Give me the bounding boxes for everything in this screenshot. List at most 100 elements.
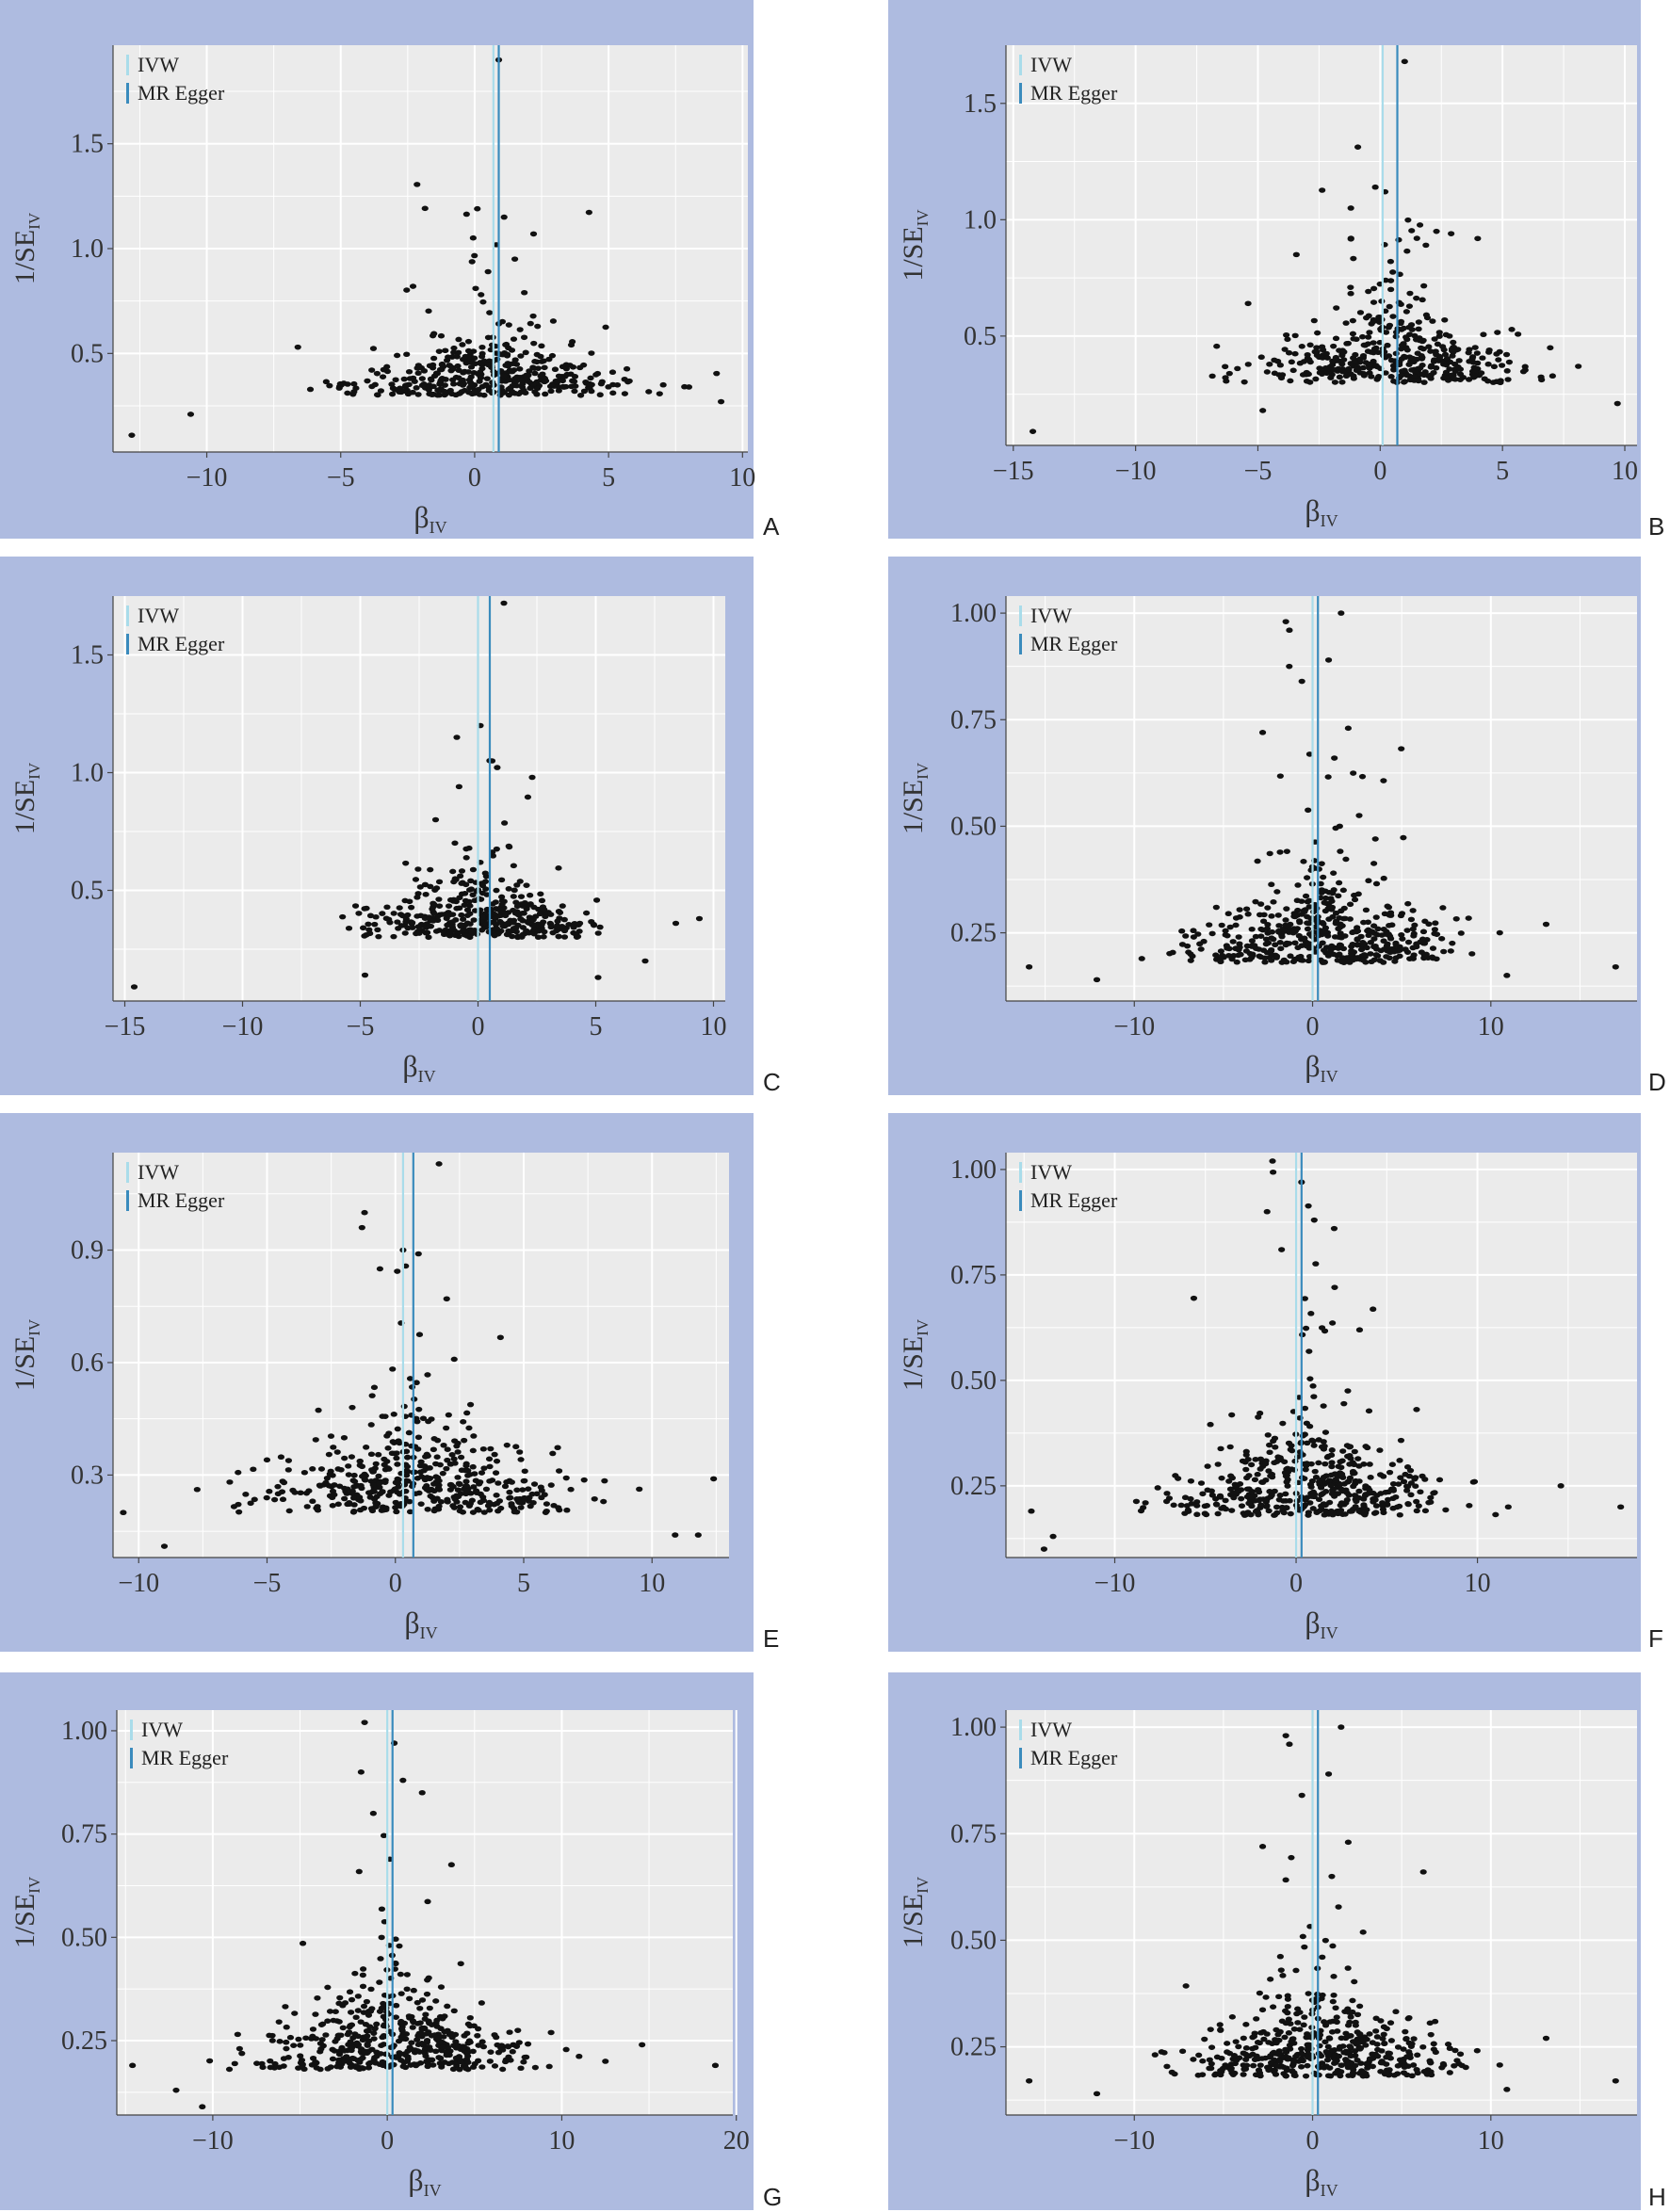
data-point <box>507 368 514 375</box>
data-point <box>1225 1478 1233 1484</box>
data-point <box>588 918 595 925</box>
data-point <box>1338 959 1346 965</box>
data-point <box>1151 2052 1159 2058</box>
data-point <box>1255 946 1263 952</box>
data-point <box>1283 1505 1290 1510</box>
data-point <box>1425 344 1433 349</box>
data-point <box>1284 1996 1291 2002</box>
data-point <box>1347 236 1354 242</box>
data-point <box>1324 1771 1333 1777</box>
data-point <box>563 1507 571 1513</box>
data-point <box>1329 1487 1337 1494</box>
data-point <box>130 984 138 990</box>
data-point <box>1330 1225 1338 1232</box>
data-point <box>448 1452 456 1458</box>
data-point <box>389 1439 397 1445</box>
data-point <box>1301 935 1308 942</box>
data-point <box>426 2020 433 2026</box>
data-point <box>573 931 580 938</box>
data-point <box>1335 934 1342 940</box>
data-point <box>460 1419 467 1425</box>
data-point <box>286 2034 295 2041</box>
data-point <box>1412 1483 1419 1490</box>
data-point <box>199 2104 206 2110</box>
data-point <box>467 374 475 380</box>
data-point <box>435 2055 443 2060</box>
legend-label: IVW <box>1030 1718 1072 1741</box>
data-point <box>357 2019 365 2025</box>
data-point <box>1377 2069 1385 2075</box>
data-point <box>408 904 415 911</box>
data-point <box>1248 1494 1256 1500</box>
data-point <box>1387 357 1396 363</box>
data-point <box>1294 2020 1302 2026</box>
data-point <box>295 2036 302 2042</box>
data-point <box>335 2019 343 2025</box>
data-point <box>405 1429 413 1436</box>
data-point <box>376 1979 383 1985</box>
data-point <box>465 845 473 851</box>
data-point <box>474 1507 481 1512</box>
data-point <box>540 934 547 940</box>
data-point <box>554 924 561 930</box>
x-tick-label: −5 <box>327 463 355 492</box>
data-point <box>418 2031 426 2037</box>
data-point <box>391 386 398 393</box>
legend-label: MR Egger <box>1030 1188 1118 1212</box>
data-point <box>339 2025 347 2031</box>
data-point <box>418 1474 426 1479</box>
data-point <box>435 1503 443 1510</box>
data-point <box>695 915 704 922</box>
data-point <box>1309 1489 1317 1495</box>
data-point <box>577 392 585 398</box>
data-point <box>1244 1510 1252 1515</box>
data-point <box>1228 2014 1236 2020</box>
data-point <box>1246 957 1254 962</box>
data-point <box>527 320 534 327</box>
data-point <box>472 285 479 292</box>
data-point <box>515 1499 523 1506</box>
data-point <box>329 2056 337 2062</box>
legend-label: IVW <box>141 1718 183 1741</box>
data-point <box>1291 956 1299 962</box>
data-point <box>294 344 301 350</box>
data-point <box>1390 948 1398 955</box>
data-point <box>349 1491 356 1496</box>
data-point <box>406 898 413 905</box>
data-point <box>530 340 538 347</box>
data-point <box>444 1446 451 1452</box>
data-point <box>1454 363 1462 370</box>
data-point <box>1271 2069 1278 2075</box>
data-point <box>1419 297 1426 303</box>
data-point <box>1338 2062 1345 2068</box>
data-point <box>1204 1463 1211 1469</box>
data-point <box>332 2039 339 2044</box>
data-point <box>1185 949 1192 955</box>
data-point <box>348 2045 355 2052</box>
data-point <box>469 1510 478 1515</box>
y-tick-label: 0.25 <box>61 2026 107 2056</box>
data-point <box>1415 1503 1422 1509</box>
data-point <box>253 2060 261 2066</box>
data-point <box>455 933 462 940</box>
data-point <box>1307 1311 1315 1316</box>
data-point <box>1282 619 1289 624</box>
data-point <box>1325 916 1333 922</box>
data-point <box>1224 2041 1231 2046</box>
data-point <box>431 887 439 893</box>
data-point <box>1468 951 1476 957</box>
data-point <box>1347 284 1354 290</box>
data-point <box>576 2053 583 2059</box>
data-point <box>491 1451 498 1458</box>
data-point <box>341 2059 349 2064</box>
data-point <box>1326 1499 1334 1506</box>
data-point <box>461 2033 468 2039</box>
data-point <box>347 2010 355 2015</box>
data-point <box>1217 2072 1224 2078</box>
data-point <box>377 2051 384 2057</box>
data-point <box>1439 905 1447 911</box>
data-point <box>1301 1296 1308 1301</box>
data-point <box>478 292 485 298</box>
data-point <box>1190 928 1197 934</box>
